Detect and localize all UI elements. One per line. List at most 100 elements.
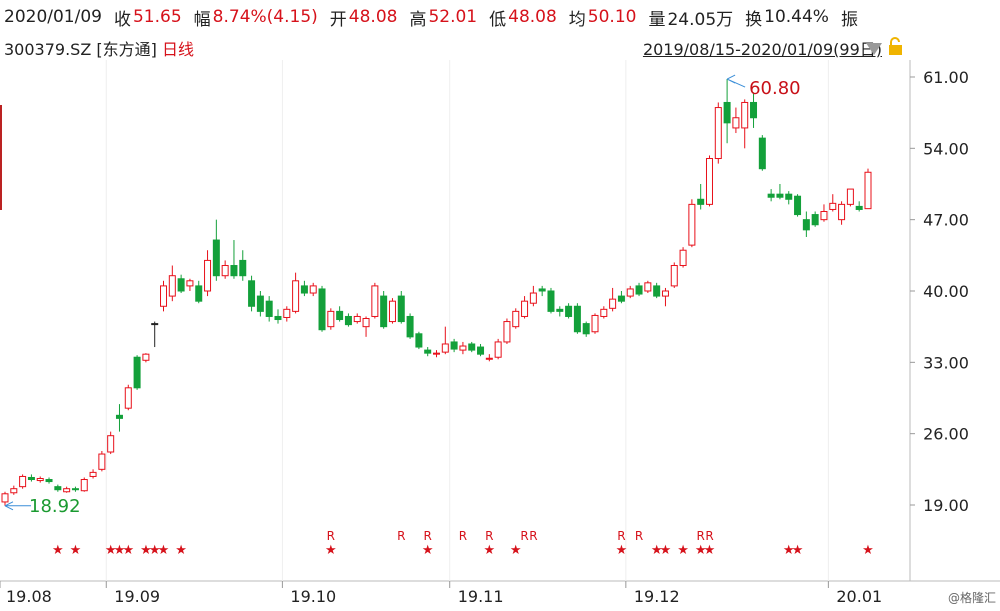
candle-body	[661, 290, 669, 297]
period[interactable]: 日线	[161, 40, 194, 59]
candle-body	[573, 305, 581, 333]
y-tick-label: 33.00	[923, 353, 969, 372]
candle-body	[538, 288, 546, 292]
candle-body	[600, 308, 608, 317]
y-tick-label: 61.00	[923, 68, 969, 87]
candle-body	[450, 341, 458, 350]
candle-body	[723, 101, 731, 124]
date-range[interactable]: 2019/08/15-2020/01/09(99日)	[642, 40, 882, 59]
field-label: 量	[648, 9, 666, 30]
symbol-row: 300379.SZ [东方通] 日线	[4, 36, 194, 60]
r-signal: R	[520, 529, 528, 543]
candle-body	[485, 357, 493, 360]
star-signal: ★	[175, 543, 187, 558]
star-signal: ★	[510, 543, 522, 558]
dropdown-icon[interactable]	[866, 43, 882, 55]
field-label: 换	[745, 9, 763, 30]
candle-body	[679, 249, 687, 267]
candle-body	[124, 387, 132, 409]
candle-body	[635, 285, 643, 295]
candle-body	[556, 308, 564, 312]
candle-body	[274, 315, 282, 321]
r-signal: R	[529, 529, 537, 543]
candle-body	[565, 305, 573, 317]
candle-body	[371, 285, 379, 317]
candle-body	[705, 158, 713, 205]
high-arrow	[726, 74, 746, 88]
star-signal: ★	[52, 543, 64, 558]
candle-body	[529, 292, 537, 304]
star-signal: ★	[105, 543, 117, 558]
candle-body	[424, 349, 432, 354]
candle-body	[292, 280, 300, 312]
low-label: 18.92	[29, 496, 81, 517]
star-signal: ★	[325, 543, 337, 558]
candle-body	[283, 308, 291, 318]
candle-body	[714, 107, 722, 160]
candle-body	[248, 280, 256, 307]
candle-body	[1, 493, 9, 503]
star-signal: ★	[114, 543, 126, 558]
date: 2020/01/09	[4, 7, 102, 27]
candle-body	[785, 193, 793, 200]
watermark: @格隆汇	[948, 590, 996, 605]
candle-body	[820, 211, 828, 221]
candle-body	[406, 315, 414, 338]
candle-body	[36, 478, 44, 482]
x-tick-label: 19.08	[6, 587, 52, 606]
r-signal: R	[327, 529, 335, 543]
r-signal: R	[705, 529, 713, 543]
candle-body	[300, 285, 308, 294]
field-label: 低	[489, 9, 507, 30]
lock-icon[interactable]	[889, 45, 902, 55]
candle-body	[10, 488, 18, 494]
field-value: 48.08	[508, 7, 557, 27]
star-signal: ★	[695, 543, 707, 558]
candle-body	[670, 265, 678, 287]
candle-body	[336, 310, 344, 321]
candle-body	[239, 259, 247, 277]
candle-body	[829, 202, 837, 210]
candle-body	[168, 275, 176, 297]
x-tick-label: 20.01	[836, 587, 882, 606]
star-signal: ★	[122, 543, 134, 558]
candle-body	[98, 453, 106, 470]
candle-body	[732, 117, 740, 129]
x-tick-label: 19.10	[290, 587, 336, 606]
candle-body	[212, 239, 220, 277]
field-label: 高	[409, 9, 427, 30]
field-value: 8.74%(4.15)	[212, 7, 318, 27]
candle-body	[547, 290, 555, 312]
field-label: 幅	[193, 9, 211, 30]
candle-body	[521, 300, 529, 317]
candle-body	[741, 101, 749, 129]
r-signal: R	[617, 529, 625, 543]
field-value: 24.05万	[667, 9, 734, 30]
candle-body	[653, 285, 661, 297]
field-label: 振	[840, 9, 858, 30]
field-label: 均	[568, 9, 586, 30]
candle-body	[441, 343, 449, 353]
candle-body	[318, 288, 326, 331]
candle-body	[591, 314, 599, 333]
y-tick-label: 47.00	[923, 211, 969, 230]
symbol: 300379.SZ [东方通]	[4, 40, 157, 59]
candle-body	[477, 346, 485, 355]
star-signal: ★	[70, 543, 82, 558]
candle-body	[362, 318, 370, 328]
candle-body	[160, 285, 168, 307]
y-tick-label: 54.00	[923, 139, 969, 158]
candle-body	[89, 471, 97, 477]
field-label: 收	[113, 9, 131, 30]
star-signal: ★	[140, 543, 152, 558]
candle-body	[626, 288, 634, 297]
candle-body	[45, 479, 53, 483]
candle-body	[327, 310, 335, 328]
r-signal: R	[697, 529, 705, 543]
candle-body	[802, 219, 810, 231]
candle-body	[265, 300, 273, 317]
candle-body	[221, 265, 229, 277]
y-tick-label: 26.00	[923, 425, 969, 444]
r-signal: R	[424, 529, 432, 543]
